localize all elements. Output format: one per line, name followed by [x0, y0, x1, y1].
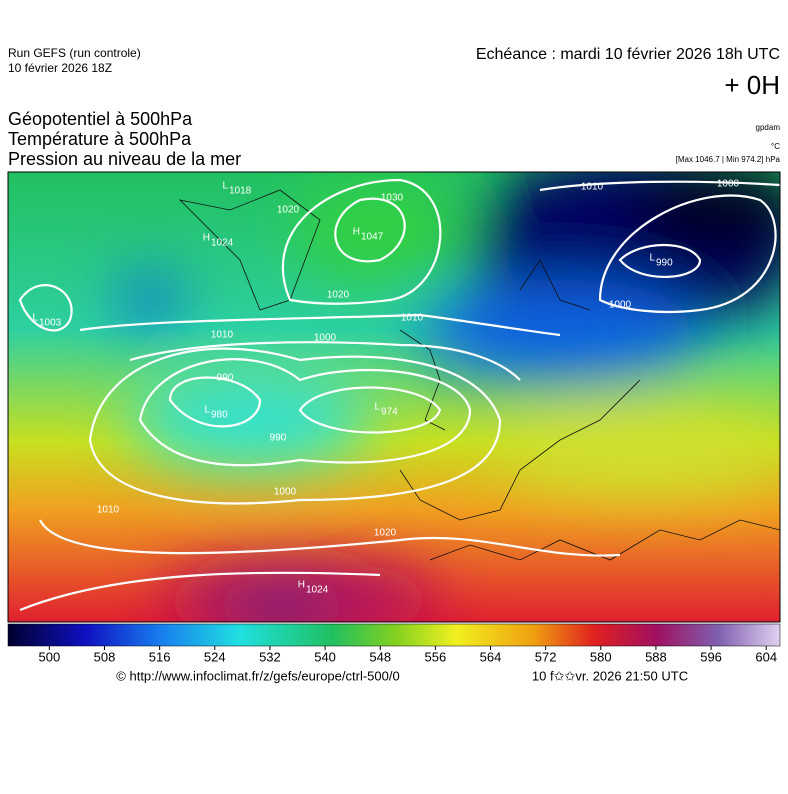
isobar-label: 1000: [717, 179, 740, 190]
center-letter: H: [353, 227, 360, 238]
colorbar-tick-label: 588: [645, 649, 667, 664]
isobar-label: 1010: [581, 182, 604, 193]
layer: Pression au niveau de la mer: [8, 149, 241, 169]
colorbar-tick-label: 596: [700, 649, 722, 664]
center-value: 1047: [361, 232, 384, 243]
unit: gpdam: [756, 123, 781, 132]
echeance: Echéance : mardi 10 février 2026 18h UTC: [476, 46, 780, 63]
credit: © http://www.infoclimat.fr/z/gefs/europe…: [116, 668, 399, 683]
isobar-label: 1010: [211, 330, 234, 341]
center-value: 974: [381, 407, 398, 418]
colorbar-tick-label: 564: [480, 649, 502, 664]
layer: Température à 500hPa: [8, 129, 192, 149]
center-letter: H: [203, 233, 210, 244]
center-value: 990: [656, 258, 673, 269]
isobar-label: 990: [270, 433, 287, 444]
colorbar-tick-label: 500: [39, 649, 61, 664]
offset: + 0H: [724, 70, 780, 100]
isobar-label: 1020: [277, 205, 300, 216]
colorbar-tick-label: 572: [535, 649, 557, 664]
layer: Géopotentiel à 500hPa: [8, 109, 193, 129]
timestamp: 10 f✩✩vr. 2026 21:50 UTC: [532, 668, 688, 683]
isobar-label: 1030: [381, 193, 404, 204]
center-letter: H: [298, 580, 305, 591]
run-date: 10 février 2026 18Z: [8, 61, 112, 75]
isobar-label: 990: [217, 373, 234, 384]
center-letter: L: [32, 313, 38, 324]
unit: [Max 1046.7 | Min 974.2] hPa: [676, 155, 781, 164]
map-frame: [7, 171, 781, 623]
isobar-label: 1020: [327, 290, 350, 301]
colorbar-tick-label: 556: [425, 649, 447, 664]
center-letter: L: [374, 402, 380, 413]
center-value: 1003: [39, 318, 62, 329]
center-letter: L: [222, 181, 228, 192]
isobar-label: 1000: [609, 300, 632, 311]
colorbar-tick-label: 516: [149, 649, 171, 664]
center-letter: L: [204, 405, 210, 416]
colorbar: [7, 623, 781, 647]
map: [8, 172, 780, 622]
isobar-label: 1010: [401, 313, 424, 324]
center-value: 1018: [229, 186, 252, 197]
colorbar-tick-label: 604: [755, 649, 777, 664]
colorbar-tick-label: 548: [369, 649, 391, 664]
center-value: 1024: [211, 238, 234, 249]
isobar-label: 1000: [274, 487, 297, 498]
isobars: [18, 178, 780, 612]
isobar-label: 1010: [97, 505, 120, 516]
colorbar-tick-label: 508: [94, 649, 116, 664]
colorbar-tick-label: 532: [259, 649, 281, 664]
isobar-label: 1020: [374, 528, 397, 539]
unit: °C: [771, 142, 780, 151]
center-value: 1024: [306, 585, 329, 596]
center-value: 980: [211, 410, 228, 421]
isobar-label: 1000: [314, 333, 337, 344]
colorbar-tick-label: 524: [204, 649, 226, 664]
colorbar-tick-label: 580: [590, 649, 612, 664]
colorbar-tick-label: 540: [314, 649, 336, 664]
run: Run GEFS (run controle): [8, 46, 141, 60]
center-letter: L: [649, 253, 655, 264]
